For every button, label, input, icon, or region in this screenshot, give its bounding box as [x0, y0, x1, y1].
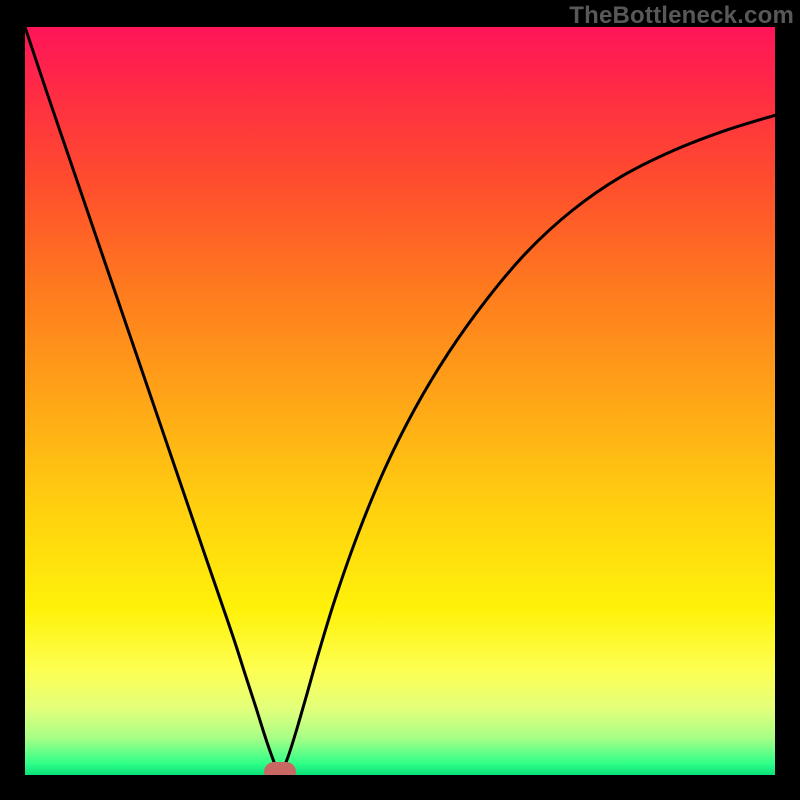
- curve-left-branch: [25, 27, 280, 774]
- curve-right-branch: [280, 115, 775, 773]
- watermark-text: TheBottleneck.com: [569, 2, 794, 30]
- plot-area: [25, 27, 775, 775]
- curve-layer: [25, 27, 775, 775]
- chart-container: TheBottleneck.com: [0, 0, 800, 800]
- optimum-marker: [264, 762, 296, 775]
